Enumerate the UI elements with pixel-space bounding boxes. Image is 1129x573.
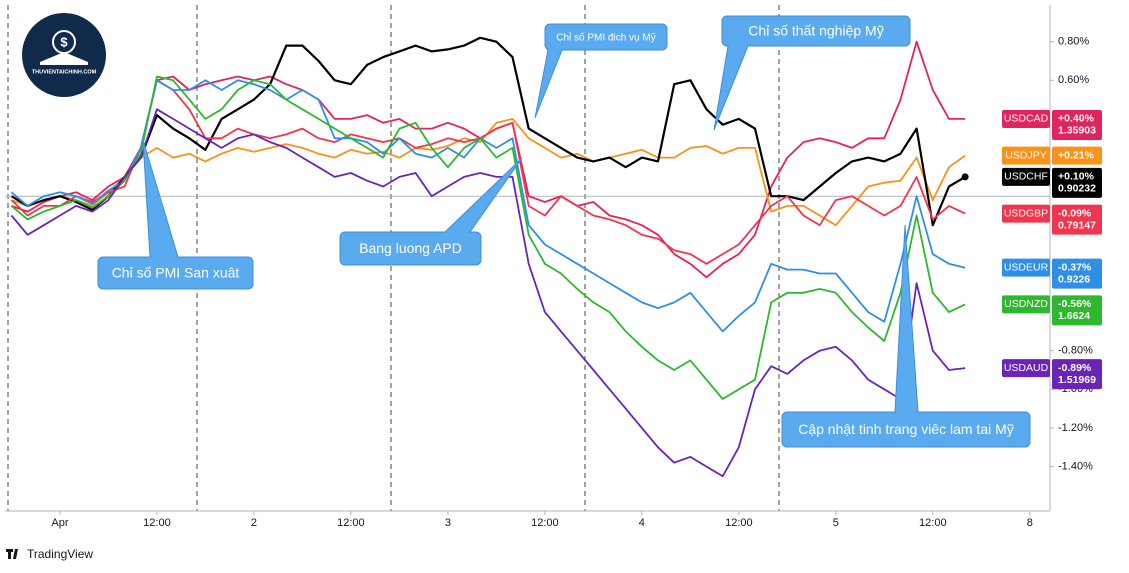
price-label: 0.9226: [1058, 273, 1090, 285]
callout-text: Chỉ số thất nghiệp Mỹ: [748, 23, 883, 39]
logo: $ THUVIENTAICHINH.COM: [22, 13, 106, 97]
badge-name-bg: [1002, 359, 1050, 378]
x-tick-label: 12:00: [919, 517, 947, 529]
change-label: +0.21%: [1058, 149, 1095, 161]
change-label: +0.10%: [1058, 171, 1095, 183]
footer-text: TradingView: [27, 547, 93, 561]
legend-name: USDCHF: [1004, 171, 1048, 183]
y-tick-label: -1.40%: [1058, 460, 1093, 472]
series-line: [10, 108, 966, 478]
x-tick-label: 5: [833, 517, 839, 529]
change-label: -0.56%: [1058, 298, 1092, 310]
callout: Cập nhật tinh trang viêc lam tai Mỹ: [781, 224, 1031, 448]
change-label: -0.09%: [1058, 207, 1092, 219]
legend-name: USDJPY: [1005, 149, 1046, 161]
badge-name-bg: [1002, 146, 1050, 165]
legend-name: USDNZD: [1004, 298, 1048, 310]
x-tick-label: 8: [1027, 517, 1033, 529]
callout-text: Chỉ số PMI đich vụ Mỹ: [556, 32, 655, 44]
badge-value-bg: [1052, 146, 1102, 165]
badge-name-bg: [1002, 109, 1050, 128]
callout-text: Chỉ số PMI San xuât: [112, 265, 240, 281]
x-tick-label: 12:00: [337, 517, 365, 529]
svg-text:$: $: [60, 34, 68, 49]
legend-name: USDEUR: [1004, 261, 1049, 273]
series-line: [10, 36, 966, 227]
price-label: 1.6624: [1058, 310, 1090, 322]
badge-name-bg: [1002, 295, 1050, 314]
badge-value-bg: [1052, 295, 1102, 326]
callout: Bang luong APD: [339, 157, 523, 266]
y-tick-label: -1.20%: [1058, 422, 1093, 434]
change-label: -0.89%: [1058, 362, 1092, 374]
price-label: 0.90232: [1058, 183, 1096, 195]
series-line: [10, 75, 966, 400]
badge-value-bg: [1052, 167, 1102, 198]
plot: [5, 36, 1050, 478]
callout-box: [544, 23, 668, 51]
x-tick-label: 12:00: [531, 517, 559, 529]
callout: Chỉ số PMI đich vụ Mỹ: [534, 23, 668, 119]
y-tick-label: -0.80%: [1058, 345, 1093, 357]
legend-name: USDGBP: [1004, 207, 1048, 219]
change-label: +0.40%: [1058, 113, 1095, 125]
y-tick-label: 0.80%: [1058, 36, 1089, 48]
x-tick-label: 12:00: [725, 517, 753, 529]
x-tick-label: 4: [639, 517, 645, 529]
series-line: [10, 79, 966, 333]
legend-name: USDCAD: [1004, 113, 1049, 125]
y-tick-label: 0.60%: [1058, 74, 1089, 86]
x-tick-label: Apr: [51, 517, 68, 529]
badge-name-bg: [1002, 258, 1050, 277]
badge-value-bg: [1052, 204, 1102, 235]
legend-name: USDAUD: [1004, 362, 1049, 374]
change-label: -0.37%: [1058, 261, 1092, 273]
logo-text: THUVIENTAICHINH.COM: [32, 69, 97, 75]
badge-value-bg: [1052, 109, 1102, 140]
tradingview-brand: TradingView: [6, 547, 93, 561]
callout: Chỉ số thất nghiệp Mỹ: [713, 15, 911, 131]
x-tick-label: 12:00: [143, 517, 171, 529]
x-tick-label: 2: [251, 517, 257, 529]
badge-value-bg: [1052, 359, 1102, 390]
callout-text: Cập nhật tinh trang viêc lam tai Mỹ: [798, 421, 1014, 437]
last-point: [961, 173, 969, 181]
callout-text: Bang luong APD: [359, 240, 462, 256]
callout-box: [339, 231, 482, 266]
callout-box: [721, 15, 911, 47]
badge-name-bg: [1002, 167, 1050, 186]
callout: Chỉ số PMI San xuât: [97, 139, 254, 290]
price-label: 0.79147: [1058, 219, 1096, 231]
price-label: 1.35903: [1058, 125, 1096, 137]
badge-value-bg: [1052, 258, 1102, 289]
x-tick-label: 3: [445, 517, 451, 529]
badge-name-bg: [1002, 204, 1050, 223]
price-label: 1.51969: [1058, 374, 1096, 386]
